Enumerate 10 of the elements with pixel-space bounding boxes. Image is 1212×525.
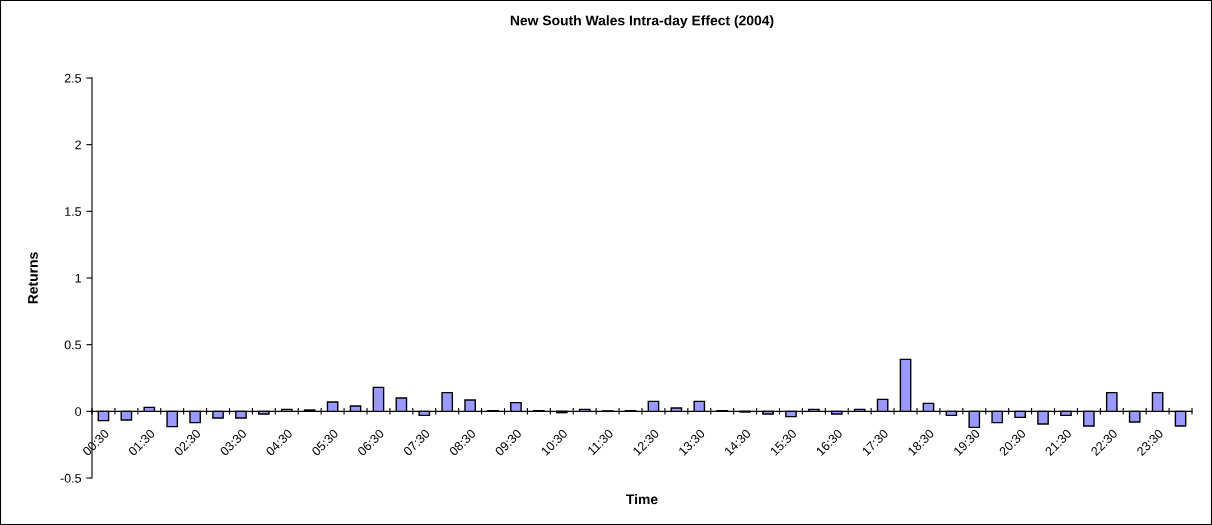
y-tick-label: 1.5 — [65, 207, 82, 216]
y-axis-title: Returns — [28, 252, 38, 304]
y-tick-label: 1 — [75, 273, 81, 283]
y-tick-label: 2.5 — [64, 73, 82, 83]
y-tick-label: -0.5 — [60, 473, 82, 483]
x-axis-title: Time — [626, 494, 658, 505]
y-tick-label: 0 — [75, 407, 82, 416]
chart-title: New South Wales Intra-day Effect (2004) — [510, 15, 774, 29]
y-tick-label: 2 — [75, 140, 81, 150]
y-tick-label: 0.5 — [64, 340, 82, 350]
